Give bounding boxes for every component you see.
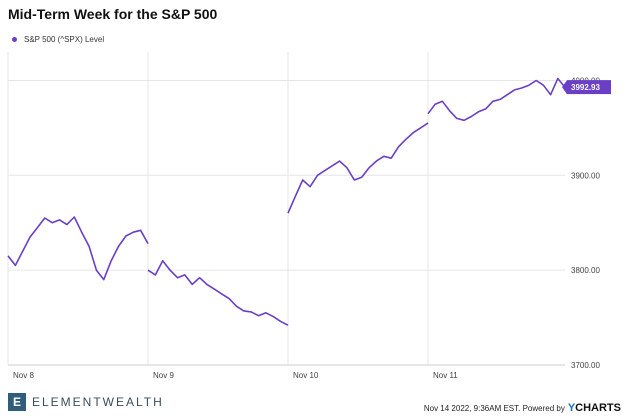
legend-marker-icon (12, 37, 17, 42)
timestamp-text: Nov 14 2022, 9:36AM EST. Powered by (423, 403, 565, 413)
series-line-nov-10 (287, 122, 429, 214)
x-tick-label: Nov 11 (433, 371, 458, 380)
y-tick-label: 3700.00 (571, 361, 600, 370)
logo-icon: E (8, 393, 26, 411)
chart-title: Mid-Term Week for the S&P 500 (8, 6, 218, 22)
series-line-nov-11 (427, 77, 566, 122)
last-value-flag (567, 80, 611, 95)
last-value-flag-pointer (562, 80, 567, 95)
legend: S&P 500 (^SPX) Level (12, 35, 104, 44)
ycharts-logo: YCHARTS (567, 402, 621, 414)
x-tick-label: Nov 8 (13, 371, 34, 380)
series-line-nov-8 (7, 216, 149, 281)
brand-name: ELEMENTWEALTH (32, 395, 164, 409)
last-value-label: 3992.93 (571, 83, 600, 92)
x-tick-label: Nov 10 (293, 371, 319, 380)
footer-attribution: Nov 14 2022, 9:36AM EST. Powered by YCHA… (424, 402, 621, 414)
brand-logo: E ELEMENTWEALTH (8, 393, 164, 411)
x-tick-label: Nov 9 (153, 371, 174, 380)
y-tick-label: 3900.00 (571, 171, 600, 180)
legend-label: S&P 500 (^SPX) Level (24, 35, 105, 44)
y-tick-label: 3800.00 (571, 266, 600, 275)
series-line-nov-9 (147, 259, 289, 326)
